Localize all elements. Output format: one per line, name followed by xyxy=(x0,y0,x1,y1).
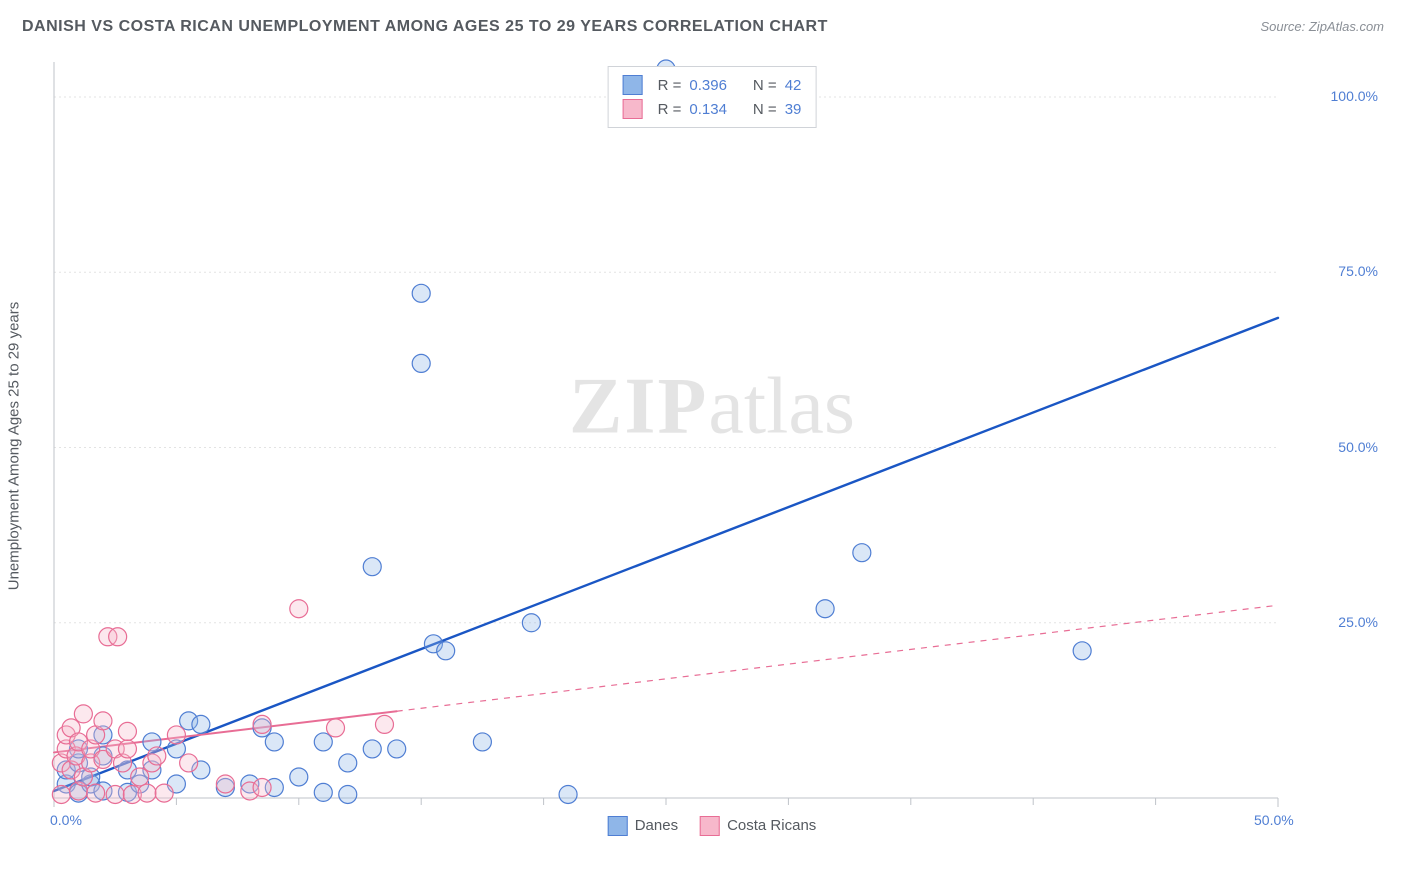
source-label: Source: ZipAtlas.com xyxy=(1260,19,1384,34)
legend-swatch xyxy=(700,816,720,836)
chart-title: DANISH VS COSTA RICAN UNEMPLOYMENT AMONG… xyxy=(22,18,828,36)
series-legend: Danes Costa Ricans xyxy=(608,816,817,836)
y-tick-label: 75.0% xyxy=(1338,263,1378,279)
series-legend-label: Costa Ricans xyxy=(727,817,816,834)
legend-n-value: 39 xyxy=(785,101,802,118)
plot-area: Unemployment Among Ages 25 to 29 years Z… xyxy=(44,58,1380,834)
legend-swatch xyxy=(623,75,643,95)
legend-n-label: N = xyxy=(753,101,777,118)
legend-r-value: 0.134 xyxy=(689,101,727,118)
legend-r-label: R = xyxy=(658,101,682,118)
correlation-legend: R = 0.396 N = 42 R = 0.134 N = 39 xyxy=(608,66,817,128)
legend-r-value: 0.396 xyxy=(689,77,727,94)
series-legend-item: Costa Ricans xyxy=(700,816,816,836)
legend-r-label: R = xyxy=(658,77,682,94)
scatter-chart xyxy=(44,58,1334,834)
legend-row: R = 0.396 N = 42 xyxy=(623,73,802,97)
y-tick-label: 100.0% xyxy=(1331,88,1378,104)
y-tick-label: 50.0% xyxy=(1338,439,1378,455)
y-axis-label: Unemployment Among Ages 25 to 29 years xyxy=(6,302,23,591)
legend-n-label: N = xyxy=(753,77,777,94)
y-tick-label: 25.0% xyxy=(1338,614,1378,630)
title-bar: DANISH VS COSTA RICAN UNEMPLOYMENT AMONG… xyxy=(22,18,1384,36)
series-legend-item: Danes xyxy=(608,816,678,836)
legend-n-value: 42 xyxy=(785,77,802,94)
x-tick-label: 0.0% xyxy=(50,812,82,828)
legend-swatch xyxy=(608,816,628,836)
x-tick-label: 50.0% xyxy=(1254,812,1294,828)
series-legend-label: Danes xyxy=(635,817,678,834)
legend-swatch xyxy=(623,99,643,119)
legend-row: R = 0.134 N = 39 xyxy=(623,97,802,121)
